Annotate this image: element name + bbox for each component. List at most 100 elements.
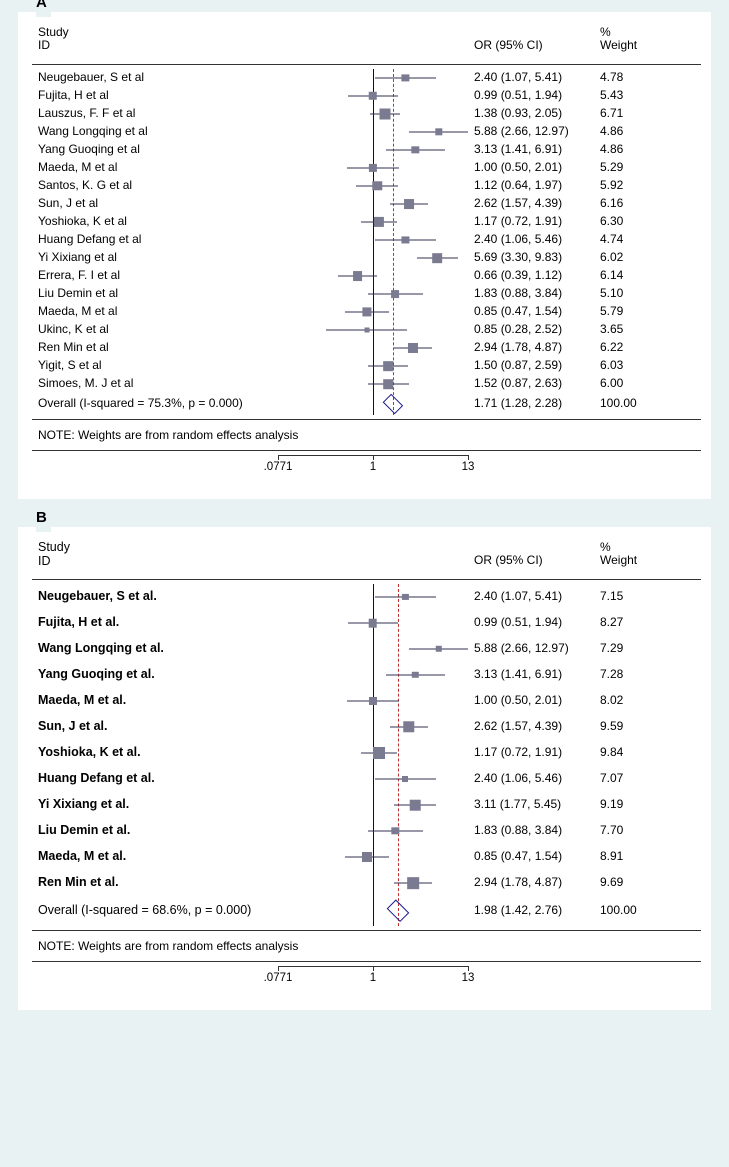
or-ci-text: 1.83 (0.88, 3.84) <box>468 824 594 837</box>
weight-text: 8.02 <box>594 694 660 707</box>
note-text: NOTE: Weights are from random effects an… <box>32 424 701 446</box>
tick-label: 13 <box>462 461 475 473</box>
overall-row: Overall (I-squared = 75.3%, p = 0.000) 1.… <box>32 393 701 415</box>
study-label: Maeda, M et al. <box>32 694 278 708</box>
point-estimate <box>435 646 441 652</box>
weight-text: 6.71 <box>594 107 660 120</box>
study-label: Maeda, M et al. <box>32 850 278 864</box>
study-label: Yang Guoqing et al <box>32 143 278 156</box>
hdr-wt: %Weight <box>594 541 660 567</box>
study-label: Ren Min et al. <box>32 876 278 890</box>
study-label: Yi Xixiang et al. <box>32 798 278 812</box>
weight-text: 9.69 <box>594 876 660 889</box>
or-ci-text: 2.40 (1.06, 5.46) <box>468 233 594 246</box>
study-row: Yi Xixiang et al5.69 (3.30, 9.83)6.02 <box>32 249 701 267</box>
or-ci-text: 1.50 (0.87, 2.59) <box>468 359 594 372</box>
weight-text: 4.74 <box>594 233 660 246</box>
or-ci-text: 5.69 (3.30, 9.83) <box>468 251 594 264</box>
x-axis: .0771113 <box>32 455 701 491</box>
or-ci-text: 0.85 (0.47, 1.54) <box>468 850 594 863</box>
or-ci-text: 1.38 (0.93, 2.05) <box>468 107 594 120</box>
or-ci-text: 2.94 (1.78, 4.87) <box>468 876 594 889</box>
plot-rows: Neugebauer, S et al.2.40 (1.07, 5.41)7.1… <box>32 584 701 926</box>
or-ci-text: 0.85 (0.47, 1.54) <box>468 305 594 318</box>
weight-text: 4.78 <box>594 71 660 84</box>
study-row: Sun, J et al2.62 (1.57, 4.39)6.16 <box>32 195 701 213</box>
overall-label: Overall (I-squared = 68.6%, p = 0.000) <box>32 904 278 918</box>
panel-label: A <box>36 0 51 17</box>
study-row: Maeda, M et al1.00 (0.50, 2.01)5.29 <box>32 159 701 177</box>
point-estimate <box>412 672 418 678</box>
point-estimate <box>402 74 409 81</box>
point-estimate <box>402 776 408 782</box>
study-label: Maeda, M et al <box>32 161 278 174</box>
point-estimate <box>379 109 390 120</box>
tick-mark <box>278 455 279 460</box>
weight-text: 5.92 <box>594 179 660 192</box>
study-label: Yigit, S et al <box>32 359 278 372</box>
study-row: Santos, K. G et al1.12 (0.64, 1.97)5.92 <box>32 177 701 195</box>
point-estimate <box>383 361 393 371</box>
x-axis: .0771113 <box>32 966 701 1002</box>
tick-label: 1 <box>370 972 376 984</box>
or-ci-text: 3.13 (1.41, 6.91) <box>468 143 594 156</box>
or-ci-text: 0.99 (0.51, 1.94) <box>468 616 594 629</box>
point-estimate <box>373 747 385 759</box>
overall-weight: 100.00 <box>594 904 660 917</box>
study-label: Fujita, H et al. <box>32 616 278 630</box>
or-ci-text: 2.40 (1.07, 5.41) <box>468 71 594 84</box>
panel-label: B <box>36 509 51 532</box>
study-label: Yoshioka, K et al. <box>32 746 278 760</box>
point-estimate <box>435 128 442 135</box>
point-estimate <box>402 594 408 600</box>
study-label: Simoes, M. J et al <box>32 377 278 390</box>
weight-text: 3.65 <box>594 323 660 336</box>
or-ci-text: 2.40 (1.07, 5.41) <box>468 590 594 603</box>
weight-text: 9.19 <box>594 798 660 811</box>
weight-text: 6.00 <box>594 377 660 390</box>
tick-mark <box>373 455 374 460</box>
point-estimate <box>374 217 384 227</box>
point-estimate <box>368 619 377 628</box>
tick-label: .0771 <box>264 972 293 984</box>
study-row: Simoes, M. J et al1.52 (0.87, 2.63)6.00 <box>32 375 701 393</box>
tick-mark <box>468 966 469 971</box>
study-row: Huang Defang et al2.40 (1.06, 5.46)4.74 <box>32 231 701 249</box>
weight-text: 7.07 <box>594 772 660 785</box>
weight-text: 6.03 <box>594 359 660 372</box>
or-ci-text: 1.00 (0.50, 2.01) <box>468 161 594 174</box>
or-ci-text: 1.12 (0.64, 1.97) <box>468 179 594 192</box>
study-row: Yang Guoqing et al3.13 (1.41, 6.91)4.86 <box>32 141 701 159</box>
weight-text: 7.29 <box>594 642 660 655</box>
study-label: Fujita, H et al <box>32 89 278 102</box>
plot-rows: Neugebauer, S et al 2.40 (1.07, 5.41)4.78… <box>32 69 701 415</box>
point-estimate <box>362 852 372 862</box>
study-label: Neugebauer, S et al <box>32 71 278 84</box>
overall-label: Overall (I-squared = 75.3%, p = 0.000) <box>32 397 278 410</box>
study-row: Ukinc, K et al0.85 (0.28, 2.52)3.65 <box>32 321 701 339</box>
study-label: Yoshioka, K et al <box>32 215 278 228</box>
point-estimate <box>369 697 377 705</box>
hdr-wt: %Weight <box>594 26 660 52</box>
study-label: Ukinc, K et al <box>32 323 278 336</box>
hdr-or: OR (95% CI) <box>468 541 594 567</box>
weight-text: 5.43 <box>594 89 660 102</box>
tick-label: 1 <box>370 461 376 473</box>
study-row: Fujita, H et al0.99 (0.51, 1.94)5.43 <box>32 87 701 105</box>
overall-diamond <box>383 394 404 415</box>
or-ci-text: 1.17 (0.72, 1.91) <box>468 746 594 759</box>
study-row: Maeda, M et al0.85 (0.47, 1.54)5.79 <box>32 303 701 321</box>
pooled-line <box>393 69 394 415</box>
study-label: Wang Longqing et al. <box>32 642 278 656</box>
overall-weight: 100.00 <box>594 397 660 410</box>
study-row: Neugebauer, S et al 2.40 (1.07, 5.41)4.78 <box>32 69 701 87</box>
tick-mark <box>468 455 469 460</box>
study-row: Errera, F. I et al0.66 (0.39, 1.12)6.14 <box>32 267 701 285</box>
point-estimate <box>402 236 409 243</box>
weight-text: 6.14 <box>594 269 660 282</box>
table-header: StudyIDOR (95% CI)%Weight <box>32 26 701 60</box>
study-label: Yang Guoqing et al. <box>32 668 278 682</box>
study-label: Sun, J et al <box>32 197 278 210</box>
note-text: NOTE: Weights are from random effects an… <box>32 935 701 957</box>
overall-or-text: 1.71 (1.28, 2.28) <box>468 397 594 410</box>
